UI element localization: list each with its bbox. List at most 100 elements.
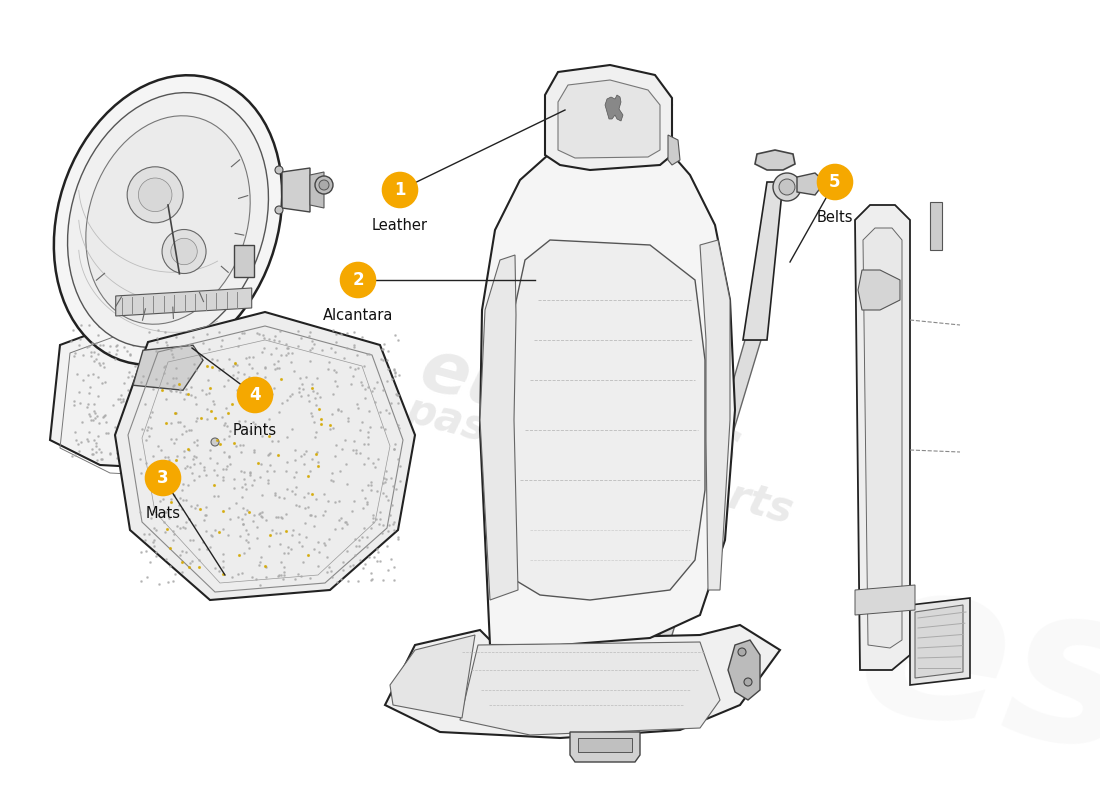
Point xyxy=(253,489,271,502)
Point xyxy=(138,378,155,390)
Point xyxy=(195,535,212,548)
Point xyxy=(136,324,154,337)
Point xyxy=(182,391,199,404)
Text: Alcantara: Alcantara xyxy=(322,308,393,322)
Point xyxy=(135,364,153,377)
Point xyxy=(81,350,99,362)
Point xyxy=(360,452,377,465)
Point xyxy=(367,542,385,555)
Point xyxy=(118,413,135,426)
Point xyxy=(224,368,242,381)
Point xyxy=(271,405,288,418)
Point xyxy=(240,446,257,459)
Point xyxy=(275,566,293,578)
Point xyxy=(202,528,220,541)
Point xyxy=(139,421,156,434)
Point xyxy=(385,363,403,376)
Point xyxy=(201,382,219,394)
Point xyxy=(99,426,117,439)
Point xyxy=(194,369,211,382)
Point xyxy=(365,382,383,394)
Point xyxy=(201,451,219,464)
Point xyxy=(214,362,232,375)
Point xyxy=(273,569,290,582)
Point xyxy=(210,328,228,341)
Point xyxy=(304,334,321,347)
Point xyxy=(157,552,175,565)
Point xyxy=(144,407,162,420)
Point xyxy=(134,332,152,345)
Point xyxy=(108,435,125,448)
Point xyxy=(79,397,97,410)
Point xyxy=(112,395,130,408)
Point xyxy=(185,342,202,354)
Polygon shape xyxy=(915,605,962,678)
Circle shape xyxy=(275,166,283,174)
Point xyxy=(299,549,317,562)
Point xyxy=(89,429,107,442)
Point xyxy=(144,450,162,462)
Point xyxy=(275,560,293,573)
Circle shape xyxy=(773,173,801,201)
Point xyxy=(66,449,84,462)
Point xyxy=(167,385,185,398)
Point xyxy=(174,503,191,516)
Point xyxy=(166,407,184,420)
Point xyxy=(234,438,252,451)
Point xyxy=(353,483,371,496)
Point xyxy=(188,411,206,424)
Point xyxy=(244,350,262,363)
Point xyxy=(378,354,396,366)
Point xyxy=(228,359,245,372)
Point xyxy=(234,502,252,514)
Point xyxy=(299,388,317,401)
Point xyxy=(381,406,398,419)
Point xyxy=(88,410,106,423)
Point xyxy=(353,331,371,344)
Polygon shape xyxy=(910,598,970,685)
Point xyxy=(252,393,270,406)
Point xyxy=(172,522,189,534)
Point xyxy=(384,518,402,530)
Point xyxy=(121,349,139,362)
Point xyxy=(266,362,284,375)
Point xyxy=(97,409,114,422)
Point xyxy=(299,487,317,500)
Point xyxy=(255,386,273,398)
Point xyxy=(310,402,328,415)
Point xyxy=(252,510,270,522)
Point xyxy=(219,406,236,419)
Point xyxy=(133,575,151,588)
Point xyxy=(139,346,156,359)
Point xyxy=(198,440,216,453)
Point xyxy=(164,350,182,363)
Point xyxy=(240,358,257,370)
Point xyxy=(232,465,250,478)
Point xyxy=(134,347,152,360)
Point xyxy=(173,366,190,378)
Point xyxy=(155,516,173,529)
Point xyxy=(142,555,160,568)
Point xyxy=(132,449,150,462)
Point xyxy=(177,416,195,429)
Point xyxy=(162,332,179,345)
Point xyxy=(148,338,166,351)
Point xyxy=(128,438,145,451)
Point xyxy=(85,434,102,446)
Point xyxy=(315,509,332,522)
Point xyxy=(327,450,344,462)
Point xyxy=(163,347,180,360)
Point xyxy=(235,466,253,479)
Point xyxy=(187,364,205,377)
Point xyxy=(114,330,132,342)
Point xyxy=(293,378,310,390)
Point xyxy=(153,444,170,457)
Point xyxy=(256,362,274,374)
Point xyxy=(351,539,369,552)
Point xyxy=(119,371,136,384)
Point xyxy=(89,390,107,402)
Point xyxy=(235,472,253,485)
Point xyxy=(296,502,314,514)
Point xyxy=(308,493,326,506)
Point xyxy=(270,362,287,374)
